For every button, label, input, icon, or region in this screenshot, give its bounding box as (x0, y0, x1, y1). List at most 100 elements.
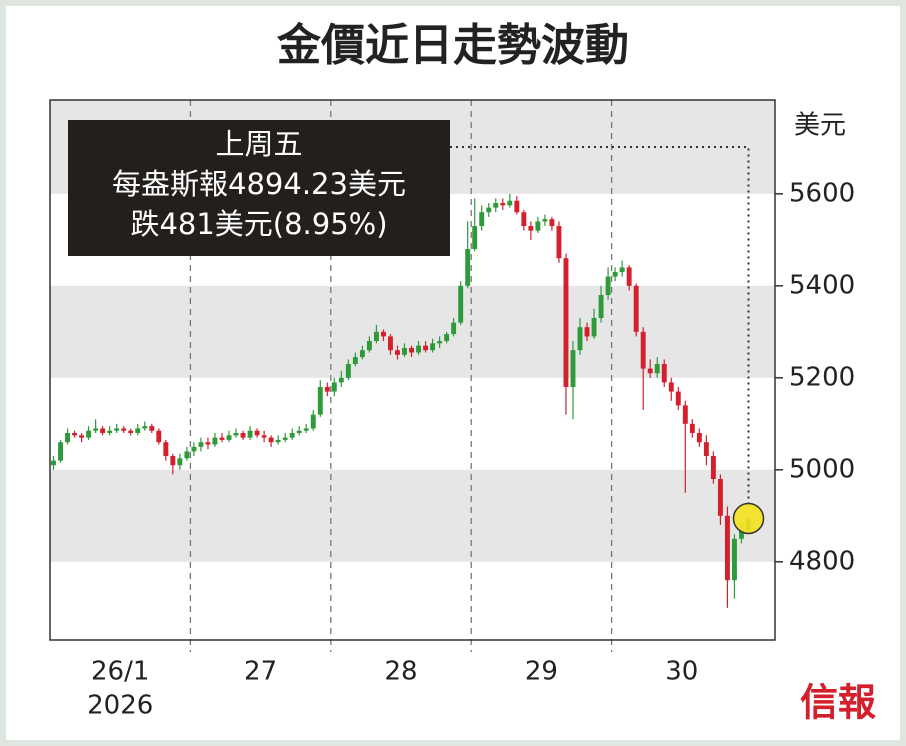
candle-body (72, 433, 78, 436)
candle-body (317, 387, 323, 415)
candle-body (465, 249, 471, 286)
candle-body (472, 226, 478, 250)
candle-body (430, 343, 436, 351)
candle-body (240, 433, 246, 438)
candle-body (121, 428, 127, 431)
candle-body (535, 221, 541, 231)
candle-body (710, 456, 716, 480)
candle-body (577, 327, 583, 351)
candle-body (423, 345, 429, 351)
candle-body (647, 368, 653, 374)
candle-body (402, 347, 407, 355)
candle-body (549, 219, 555, 227)
candle-body (409, 347, 414, 353)
chart-title: 金價近日走勢波動 (276, 20, 629, 71)
candle-body (359, 350, 365, 358)
candle-body (380, 331, 386, 337)
candle-body (451, 322, 457, 335)
candle-body (626, 267, 632, 286)
logo: 信報 (800, 680, 876, 725)
candle-body (100, 428, 106, 434)
candle-body (324, 387, 330, 392)
candle-body (226, 435, 232, 440)
candle-body (282, 437, 288, 440)
candle-body (668, 382, 674, 392)
candle-body (191, 446, 197, 452)
candle-body (542, 219, 548, 222)
candle-body (584, 327, 590, 337)
y-tick-label: 5400 (789, 270, 855, 300)
candle-body (366, 341, 372, 351)
candle-body (640, 331, 646, 369)
candle-body (149, 426, 155, 431)
candle-body (142, 426, 148, 429)
candle-body (507, 200, 513, 206)
annotation-text: 上周五 (215, 127, 302, 161)
annotation-box (68, 120, 450, 256)
candle-body (79, 435, 85, 438)
candle-body (500, 203, 506, 206)
candle-body (296, 430, 302, 434)
grid-band (50, 285, 775, 378)
candle-body (395, 350, 400, 355)
x-tick-label: 29 (525, 657, 558, 687)
x-tick-label: 26/1 (91, 657, 149, 687)
candle-body (212, 437, 218, 445)
candle-body (93, 428, 99, 431)
candle-body (444, 334, 450, 342)
candle-body (198, 442, 204, 447)
candle-body (724, 515, 730, 581)
candle-body (598, 295, 604, 319)
candle-body (486, 207, 492, 213)
candle-body (58, 442, 63, 461)
candle-body (689, 423, 695, 434)
candle-body (268, 437, 274, 443)
candle-body (303, 428, 309, 431)
highlight-circle (732, 502, 765, 535)
x-tick-sublabel: 2026 (87, 691, 153, 721)
candle-body (521, 212, 527, 227)
y-tick-label: 5600 (789, 178, 855, 208)
candle-body (479, 212, 485, 227)
candle-body (591, 318, 597, 337)
candle-body (654, 364, 660, 374)
candle-body (114, 428, 120, 431)
candle-body (331, 382, 337, 392)
candle-body (352, 357, 358, 365)
candle-body (563, 258, 569, 388)
candle-body (275, 439, 281, 443)
candle-body (289, 433, 295, 438)
x-tick-label: 28 (384, 657, 417, 687)
candle-body (338, 377, 344, 383)
candle-body (233, 433, 239, 436)
candle-body (51, 460, 56, 466)
candle-body (696, 433, 702, 443)
candle-body (682, 405, 688, 424)
candle-body (135, 428, 141, 434)
candle-body (310, 414, 316, 429)
candle-body (493, 203, 499, 208)
candle-body (703, 442, 709, 457)
candle-body (205, 442, 211, 445)
x-tick-label: 27 (244, 657, 277, 687)
annotation-text: 跌481美元(8.95%) (130, 207, 387, 241)
candle-body (739, 529, 744, 539)
plot-frame (49, 99, 776, 641)
y-tick-label: 4800 (789, 546, 855, 576)
y-unit: 美元 (794, 111, 846, 141)
candle-body (514, 200, 520, 213)
candle-body (184, 451, 190, 459)
candle-body (437, 341, 443, 344)
candle-body (661, 364, 667, 383)
candle-body (219, 437, 225, 440)
candle-body (717, 479, 723, 516)
candle-body (619, 267, 625, 273)
candle-body (388, 336, 393, 351)
candle-body (128, 430, 134, 434)
candle-body (345, 364, 351, 378)
y-tick-label: 5000 (789, 454, 855, 484)
candle-body (163, 442, 169, 457)
candle-body (65, 433, 71, 443)
candle-body (416, 345, 422, 353)
